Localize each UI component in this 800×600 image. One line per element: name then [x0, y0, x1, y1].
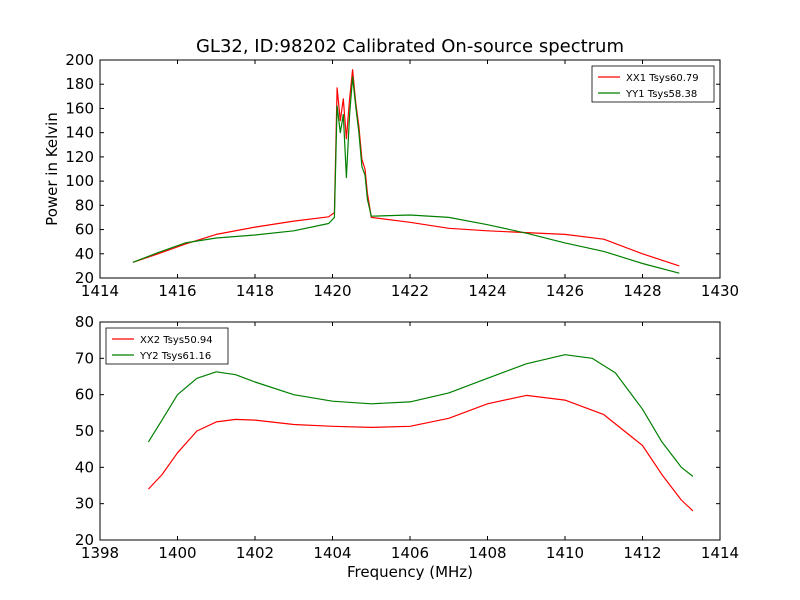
panel-2-legend-label-2: YY2 Tsys61.16: [139, 351, 211, 362]
panel-2-x-tick-label: 1408: [468, 544, 506, 562]
panel-2-x-tick-label: 1410: [546, 544, 584, 562]
panel-1-y-tick-label: 120: [65, 148, 94, 166]
panel-2-legend-box: [105, 327, 229, 365]
panel-1-y-tick-label: 200: [65, 51, 94, 69]
panel-2-y-tick-label: 70: [75, 349, 94, 367]
panel-2-x-tick-label: 1404: [313, 544, 351, 562]
panel-1-x-tick-label: 1420: [313, 282, 351, 300]
panel-1-x-tick-label: 1416: [158, 282, 196, 300]
panel-1-x-tick-label: 1418: [236, 282, 274, 300]
panel-1-y-axis-label: Power in Kelvin: [43, 112, 61, 226]
panel-2-y-tick-label: 20: [75, 531, 94, 549]
panel-1-x-tick-label: 1422: [391, 282, 429, 300]
panel-1-y-tick-label: 100: [65, 172, 94, 190]
panel-2-x-tick-label: 1412: [623, 544, 661, 562]
panel-1-legend-box: [591, 65, 715, 103]
panel-2-x-tick-label: 1406: [391, 544, 429, 562]
panel-2-y-tick-label: 80: [75, 313, 94, 331]
panel-1-y-tick-label: 180: [65, 75, 94, 93]
panel-1-title: GL32, ID:98202 Calibrated On-source spec…: [196, 36, 624, 57]
panel-1-x-tick-label: 1428: [623, 282, 661, 300]
panel-1-legend-label-2: YY1 Tsys58.38: [625, 89, 697, 100]
panel-1-x-tick-label: 1414: [81, 282, 119, 300]
panel-2-series-1-line: [147, 394, 694, 512]
panel-2-x-tick-label: 1400: [158, 544, 196, 562]
panel-2-legend-label-1: XX2 Tsys50.94: [140, 335, 213, 346]
panel-1-y-tick-label: 160: [65, 99, 94, 117]
panel-1-x-tick-label: 1430: [701, 282, 739, 300]
panel-2-x-tick-label: 1398: [81, 544, 119, 562]
panel-1-x-tick-label: 1426: [546, 282, 584, 300]
panel-1-y-tick-label: 20: [75, 269, 94, 287]
panel-1-y-tick-label: 140: [65, 124, 94, 142]
panel-2-x-tick-label: 1414: [701, 544, 739, 562]
panel-2-series-2-line: [147, 354, 694, 477]
panel-2-x-tick-label: 1402: [236, 544, 274, 562]
panel-1-y-tick-label: 60: [75, 221, 94, 239]
panel-2-y-tick-label: 50: [75, 422, 94, 440]
panel-2-y-tick-label: 60: [75, 386, 94, 404]
panel-2-y-tick-label: 30: [75, 495, 94, 513]
panel-1-legend-label-1: XX1 Tsys60.79: [626, 73, 699, 84]
panel-1-y-tick-label: 80: [75, 196, 94, 214]
panel-2-y-tick-label: 40: [75, 458, 94, 476]
panel-1-x-tick-label: 1424: [468, 282, 506, 300]
panel-1-y-tick-label: 40: [75, 245, 94, 263]
panel-1-series-2-line: [132, 76, 680, 274]
panel-2-x-axis-label: Frequency (MHz): [347, 563, 473, 581]
